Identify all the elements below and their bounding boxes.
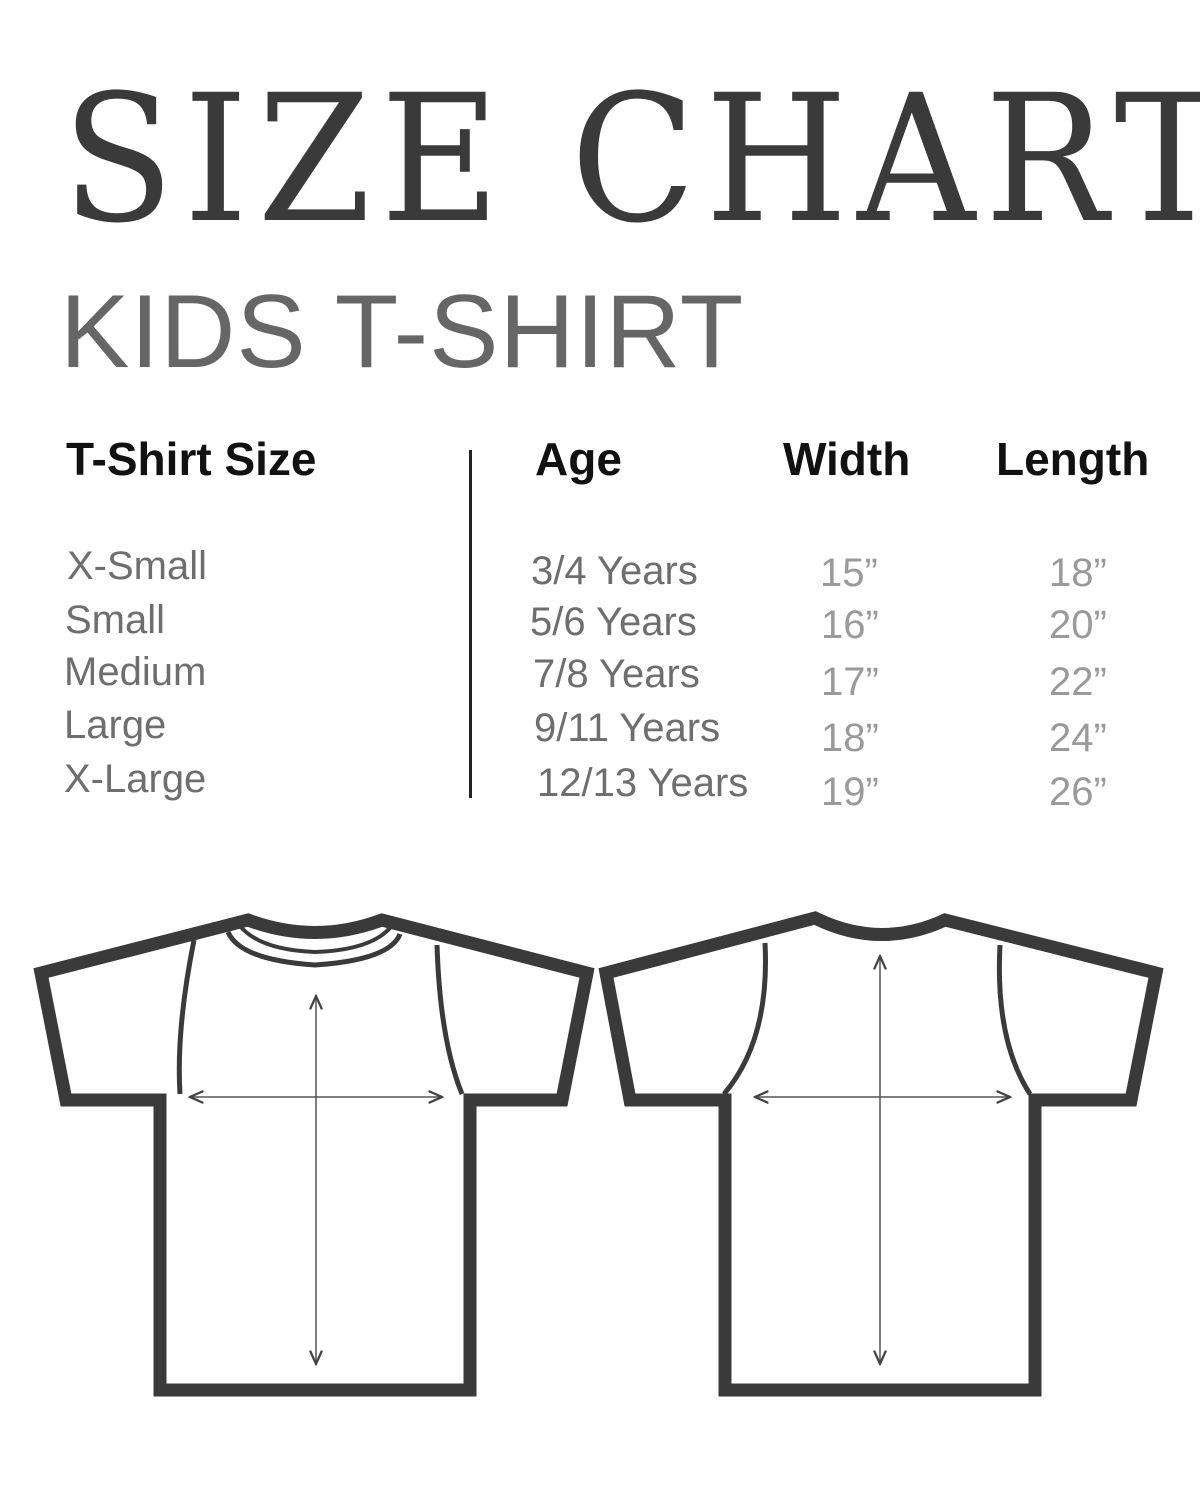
age-cell: 3/4 Years <box>531 549 698 593</box>
width-cell: 16” <box>821 603 879 647</box>
size-cell: X-Large <box>64 757 207 801</box>
length-cell: 26” <box>1049 770 1107 814</box>
age-cell: 12/13 Years <box>537 761 749 805</box>
size-cell: Small <box>65 598 166 642</box>
page-title: SIZE CHART <box>62 57 1200 262</box>
tshirt-front-icon <box>33 913 595 1397</box>
header-age: Age <box>535 433 622 485</box>
size-cell: Medium <box>64 650 207 694</box>
length-cell: 22” <box>1049 660 1107 704</box>
size-cell: Large <box>64 703 167 747</box>
length-cell: 24” <box>1049 716 1107 760</box>
width-cell: 18” <box>821 716 879 760</box>
length-cell: 20” <box>1049 603 1107 647</box>
page-subtitle: KIDS T-SHIRT <box>60 274 745 390</box>
column-divider <box>469 450 472 798</box>
age-cell: 9/11 Years <box>534 706 721 750</box>
length-cell: 18” <box>1049 551 1107 595</box>
header-width: Width <box>783 433 911 485</box>
age-cell: 7/8 Years <box>533 652 700 696</box>
width-cell: 17” <box>821 660 879 704</box>
width-cell: 19” <box>821 770 879 814</box>
size-cell: X-Small <box>67 544 208 588</box>
tshirt-back-icon <box>598 911 1164 1397</box>
header-length: Length <box>996 433 1150 485</box>
age-cell: 5/6 Years <box>530 600 697 644</box>
header-tshirt-size: T-Shirt Size <box>66 433 317 485</box>
width-cell: 15” <box>820 551 878 595</box>
